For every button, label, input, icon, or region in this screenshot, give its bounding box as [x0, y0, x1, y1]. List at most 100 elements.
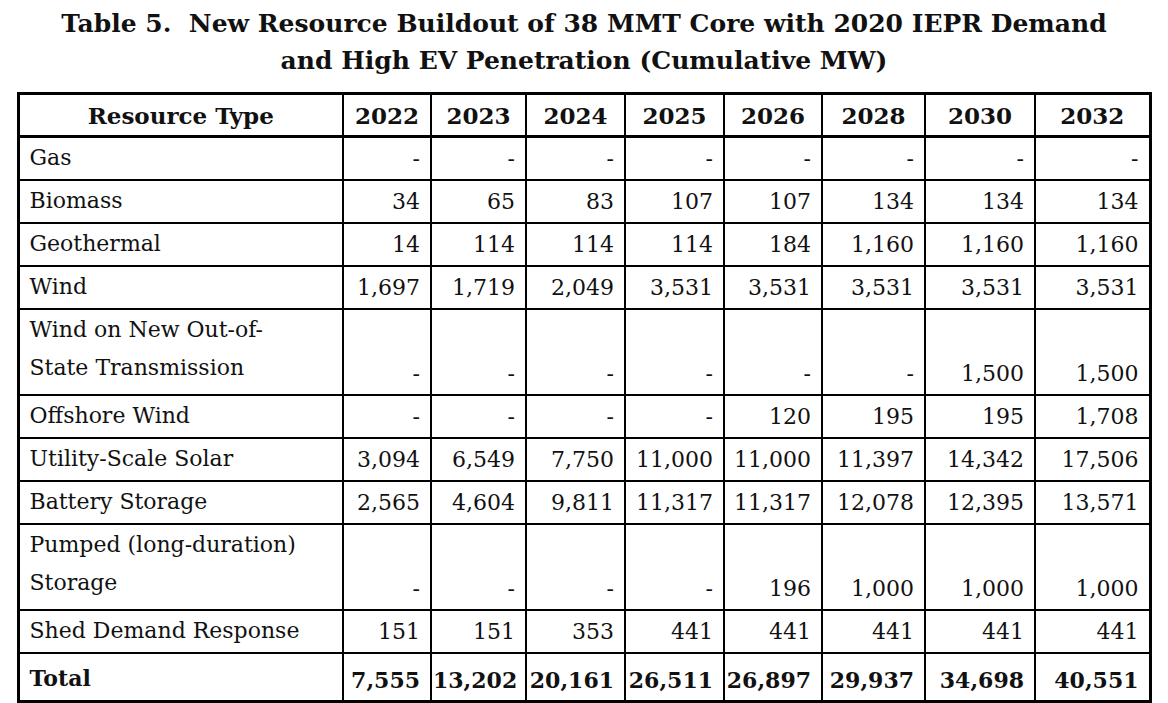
- value-cell: -: [724, 309, 822, 395]
- row-label-line2: Storage: [30, 564, 337, 602]
- row-label-cell: Offshore Wind: [18, 395, 343, 438]
- value-cell: -: [526, 524, 625, 610]
- table-title-line2: and High EV Penetration (Cumulative MW): [0, 42, 1168, 79]
- row-label-line2: State Transmission: [30, 349, 337, 387]
- row-label-cell: Pumped (long-duration)Storage: [18, 524, 343, 610]
- table-header-row: Resource Type 2022 2023 2024 2025 2026 2…: [18, 94, 1150, 137]
- value-cell: 120: [724, 395, 822, 438]
- row-label: Total: [30, 664, 337, 693]
- table-row-shed-demand-response: Shed Demand Response 151 151 353 441 441…: [18, 610, 1150, 653]
- value-cell: 12,078: [822, 481, 925, 524]
- value-cell: -: [822, 137, 925, 180]
- row-label-cell: Wind on New Out-of-State Transmission: [18, 309, 343, 395]
- value-cell: 196: [724, 524, 822, 610]
- value-cell: 14: [343, 223, 431, 266]
- table-row-biomass: Biomass 34 65 83 107 107 134 134 134: [18, 180, 1150, 223]
- value-cell: 3,531: [822, 266, 925, 309]
- value-cell: 9,811: [526, 481, 625, 524]
- table-row-total: Total 7,555 13,202 20,161 26,511 26,897 …: [18, 653, 1150, 702]
- table-row-geothermal: Geothermal 14 114 114 114 184 1,160 1,16…: [18, 223, 1150, 266]
- row-label: Pumped (long-duration): [30, 526, 337, 564]
- value-cell: 1,000: [925, 524, 1035, 610]
- column-header-2026: 2026: [724, 94, 822, 137]
- value-cell: -: [526, 137, 625, 180]
- value-cell: 1,160: [925, 223, 1035, 266]
- row-label-cell: Utility-Scale Solar: [18, 438, 343, 481]
- value-cell: 134: [925, 180, 1035, 223]
- table-row-offshore-wind: Offshore Wind - - - - 120 195 195 1,708: [18, 395, 1150, 438]
- row-label: Utility-Scale Solar: [30, 444, 337, 473]
- table-title: Table 5. New Resource Buildout of 38 MMT…: [0, 0, 1168, 79]
- row-label-cell: Total: [18, 653, 343, 702]
- value-cell: 7,555: [343, 653, 431, 702]
- value-cell: -: [343, 137, 431, 180]
- value-cell: 11,397: [822, 438, 925, 481]
- value-cell: -: [724, 137, 822, 180]
- row-label: Geothermal: [30, 229, 337, 258]
- value-cell: -: [526, 395, 625, 438]
- column-header-2022: 2022: [343, 94, 431, 137]
- value-cell: 7,750: [526, 438, 625, 481]
- value-cell: 29,937: [822, 653, 925, 702]
- column-header-resource-type: Resource Type: [18, 94, 343, 137]
- value-cell: 34,698: [925, 653, 1035, 702]
- value-cell: 3,531: [724, 266, 822, 309]
- value-cell: 40,551: [1035, 653, 1150, 702]
- value-cell: -: [431, 309, 526, 395]
- value-cell: 1,000: [822, 524, 925, 610]
- value-cell: 2,565: [343, 481, 431, 524]
- value-cell: 4,604: [431, 481, 526, 524]
- row-label-cell: Biomass: [18, 180, 343, 223]
- value-cell: 195: [822, 395, 925, 438]
- value-cell: -: [625, 309, 724, 395]
- column-header-2032: 2032: [1035, 94, 1150, 137]
- value-cell: 6,549: [431, 438, 526, 481]
- value-cell: 1,160: [1035, 223, 1150, 266]
- value-cell: 65: [431, 180, 526, 223]
- table-row-pumped-long-duration-storage: Pumped (long-duration)Storage - - - - 19…: [18, 524, 1150, 610]
- value-cell: -: [925, 137, 1035, 180]
- value-cell: 184: [724, 223, 822, 266]
- value-cell: 107: [625, 180, 724, 223]
- value-cell: 26,511: [625, 653, 724, 702]
- value-cell: 34: [343, 180, 431, 223]
- table-row-wind-new-out-of-state-transmission: Wind on New Out-of-State Transmission - …: [18, 309, 1150, 395]
- value-cell: 11,317: [724, 481, 822, 524]
- value-cell: 107: [724, 180, 822, 223]
- table-row-gas: Gas - - - - - - - -: [18, 137, 1150, 180]
- value-cell: 1,500: [925, 309, 1035, 395]
- value-cell: 20,161: [526, 653, 625, 702]
- row-label: Battery Storage: [30, 487, 337, 516]
- row-label: Biomass: [30, 186, 337, 215]
- column-header-2025: 2025: [625, 94, 724, 137]
- table-title-line1: Table 5. New Resource Buildout of 38 MMT…: [0, 5, 1168, 42]
- value-cell: -: [343, 395, 431, 438]
- value-cell: 114: [526, 223, 625, 266]
- value-cell: 13,202: [431, 653, 526, 702]
- value-cell: 134: [1035, 180, 1150, 223]
- column-header-2028: 2028: [822, 94, 925, 137]
- value-cell: 353: [526, 610, 625, 653]
- table-row-battery-storage: Battery Storage 2,565 4,604 9,811 11,317…: [18, 481, 1150, 524]
- row-label: Offshore Wind: [30, 401, 337, 430]
- value-cell: -: [822, 309, 925, 395]
- value-cell: 1,160: [822, 223, 925, 266]
- value-cell: -: [431, 137, 526, 180]
- row-label: Wind on New Out-of-: [30, 311, 337, 349]
- value-cell: 134: [822, 180, 925, 223]
- value-cell: 11,000: [625, 438, 724, 481]
- value-cell: 441: [1035, 610, 1150, 653]
- value-cell: 195: [925, 395, 1035, 438]
- row-label-cell: Gas: [18, 137, 343, 180]
- value-cell: 13,571: [1035, 481, 1150, 524]
- row-label: Shed Demand Response: [30, 616, 337, 645]
- value-cell: 151: [343, 610, 431, 653]
- row-label-cell: Battery Storage: [18, 481, 343, 524]
- value-cell: 151: [431, 610, 526, 653]
- table-row-wind: Wind 1,697 1,719 2,049 3,531 3,531 3,531…: [18, 266, 1150, 309]
- value-cell: 441: [625, 610, 724, 653]
- value-cell: 114: [625, 223, 724, 266]
- row-label: Wind: [30, 272, 337, 301]
- value-cell: 11,317: [625, 481, 724, 524]
- value-cell: -: [431, 524, 526, 610]
